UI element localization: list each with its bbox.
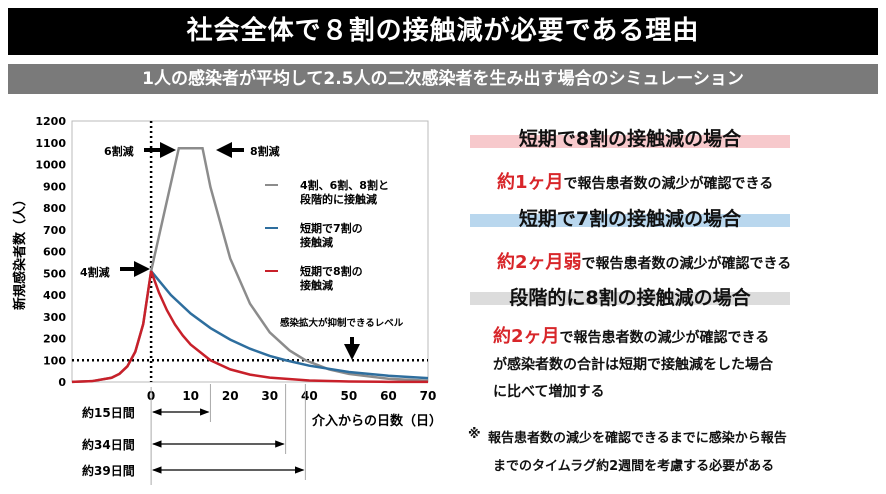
series-line — [150, 270, 429, 380]
y-tick-label: 0 — [58, 376, 66, 389]
highlight: 約2ヶ月弱 — [497, 252, 582, 273]
x-tick-label: 70 — [420, 389, 437, 403]
annotation-60: 6割減 — [104, 144, 134, 158]
y-tick-label: 600 — [43, 246, 66, 259]
simulation-chart: 0 100 200 300 400 500 600 700 800 900 1000 1100 1200… — [12, 115, 442, 485]
legend-label: 4割、6割、8割と — [300, 178, 389, 192]
annotation-80: 8割減 — [250, 144, 280, 158]
x-tick-label: 20 — [222, 389, 239, 403]
result-stepwise-80: 約2ヶ月で報告患者数の減少が確認できる — [493, 322, 769, 348]
y-tick-label: 100 — [43, 354, 66, 367]
y-tick-label: 800 — [43, 202, 66, 215]
legend-label: 接触減 — [300, 235, 333, 249]
heading-short-70: 短期で7割の接触減の場合 — [518, 208, 742, 230]
page-title: 社会全体で８割の接触減が必要である理由 — [8, 8, 878, 55]
duration-label: 約34日間 — [82, 437, 135, 452]
threshold-label: 感染拡大が抑制できるレベル — [280, 317, 404, 329]
duration-label: 約15日間 — [82, 405, 135, 420]
y-tick-label: 1200 — [35, 115, 66, 128]
y-axis-label: 新規感染者数（人） — [12, 193, 28, 310]
legend-label: 段階的に接触減 — [300, 192, 377, 206]
y-tick-label: 1100 — [35, 137, 66, 150]
annotation-40: 4割減 — [80, 265, 110, 279]
y-tick-label: 400 — [43, 289, 66, 302]
note-line2: までのタイムラグ約2週間を考慮する必要がある — [493, 459, 775, 474]
legend-label: 短期で8割の — [300, 264, 363, 278]
legend-label: 短期で7割の — [300, 221, 363, 235]
plot-frame — [71, 120, 429, 383]
heading-band-s3 — [470, 292, 790, 305]
note-line1: 報告患者数の減少を確認できるまでに感染から報告 — [488, 431, 787, 446]
y-tick-label: 500 — [43, 267, 66, 280]
x-tick-label: 60 — [380, 389, 397, 403]
result-text: で報告患者数の減少が確認できる — [581, 256, 792, 272]
highlight: 約1ヶ月 — [497, 172, 564, 193]
result-short-70: 約2ヶ月弱で報告患者数の減少が確認できる — [497, 248, 791, 274]
legend-label: 接触減 — [300, 278, 333, 292]
result-text: で報告患者数の減少が確認できる — [559, 330, 770, 346]
note-mark: ※ — [468, 427, 481, 442]
x-tick-label: 10 — [182, 389, 199, 403]
result-stepwise-line2: が感染者数の合計は短期で接触減をした場合 — [493, 357, 773, 373]
result-text: で報告患者数の減少が確認できる — [563, 176, 774, 192]
y-tick-label: 300 — [43, 311, 66, 324]
result-stepwise-line3: に比べて増加する — [493, 384, 605, 400]
duration-label: 約39日間 — [82, 463, 135, 478]
heading-stepwise-80: 段階的に8割の接触減の場合 — [509, 287, 751, 309]
result-short-80: 約1ヶ月で報告患者数の減少が確認できる — [497, 168, 773, 194]
x-tick-label: 30 — [261, 389, 278, 403]
x-axis-label: 介入からの日数（日） — [311, 413, 442, 429]
y-tick-label: 1000 — [35, 159, 66, 172]
x-tick-label: 50 — [341, 389, 358, 403]
x-tick-label: 40 — [301, 389, 318, 403]
heading-band-s1 — [470, 135, 790, 148]
heading-short-80: 短期で8割の接触減の場合 — [518, 128, 742, 150]
y-tick-label: 900 — [43, 180, 66, 193]
y-tick-label: 700 — [43, 224, 66, 237]
y-tick-label: 200 — [43, 333, 66, 346]
highlight: 約2ヶ月 — [493, 326, 560, 347]
heading-band-s2 — [470, 214, 790, 227]
page-subtitle: 1人の感染者が平均して2.5人の二次感染者を生み出す場合のシミュレーション — [8, 64, 878, 94]
